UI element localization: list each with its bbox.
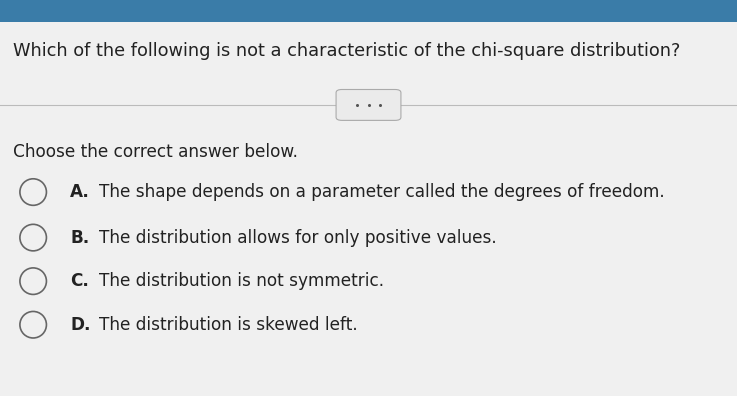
Text: D.: D. <box>70 316 91 334</box>
Text: Choose the correct answer below.: Choose the correct answer below. <box>13 143 298 160</box>
Text: C.: C. <box>70 272 89 290</box>
Text: A.: A. <box>70 183 90 201</box>
Text: The distribution is skewed left.: The distribution is skewed left. <box>99 316 358 334</box>
Text: Which of the following is not a characteristic of the chi-square distribution?: Which of the following is not a characte… <box>13 42 681 59</box>
Text: B.: B. <box>70 228 89 247</box>
FancyBboxPatch shape <box>0 0 737 22</box>
FancyBboxPatch shape <box>336 89 401 120</box>
Text: The distribution is not symmetric.: The distribution is not symmetric. <box>99 272 385 290</box>
Text: The distribution allows for only positive values.: The distribution allows for only positiv… <box>99 228 497 247</box>
Text: The shape depends on a parameter called the degrees of freedom.: The shape depends on a parameter called … <box>99 183 666 201</box>
